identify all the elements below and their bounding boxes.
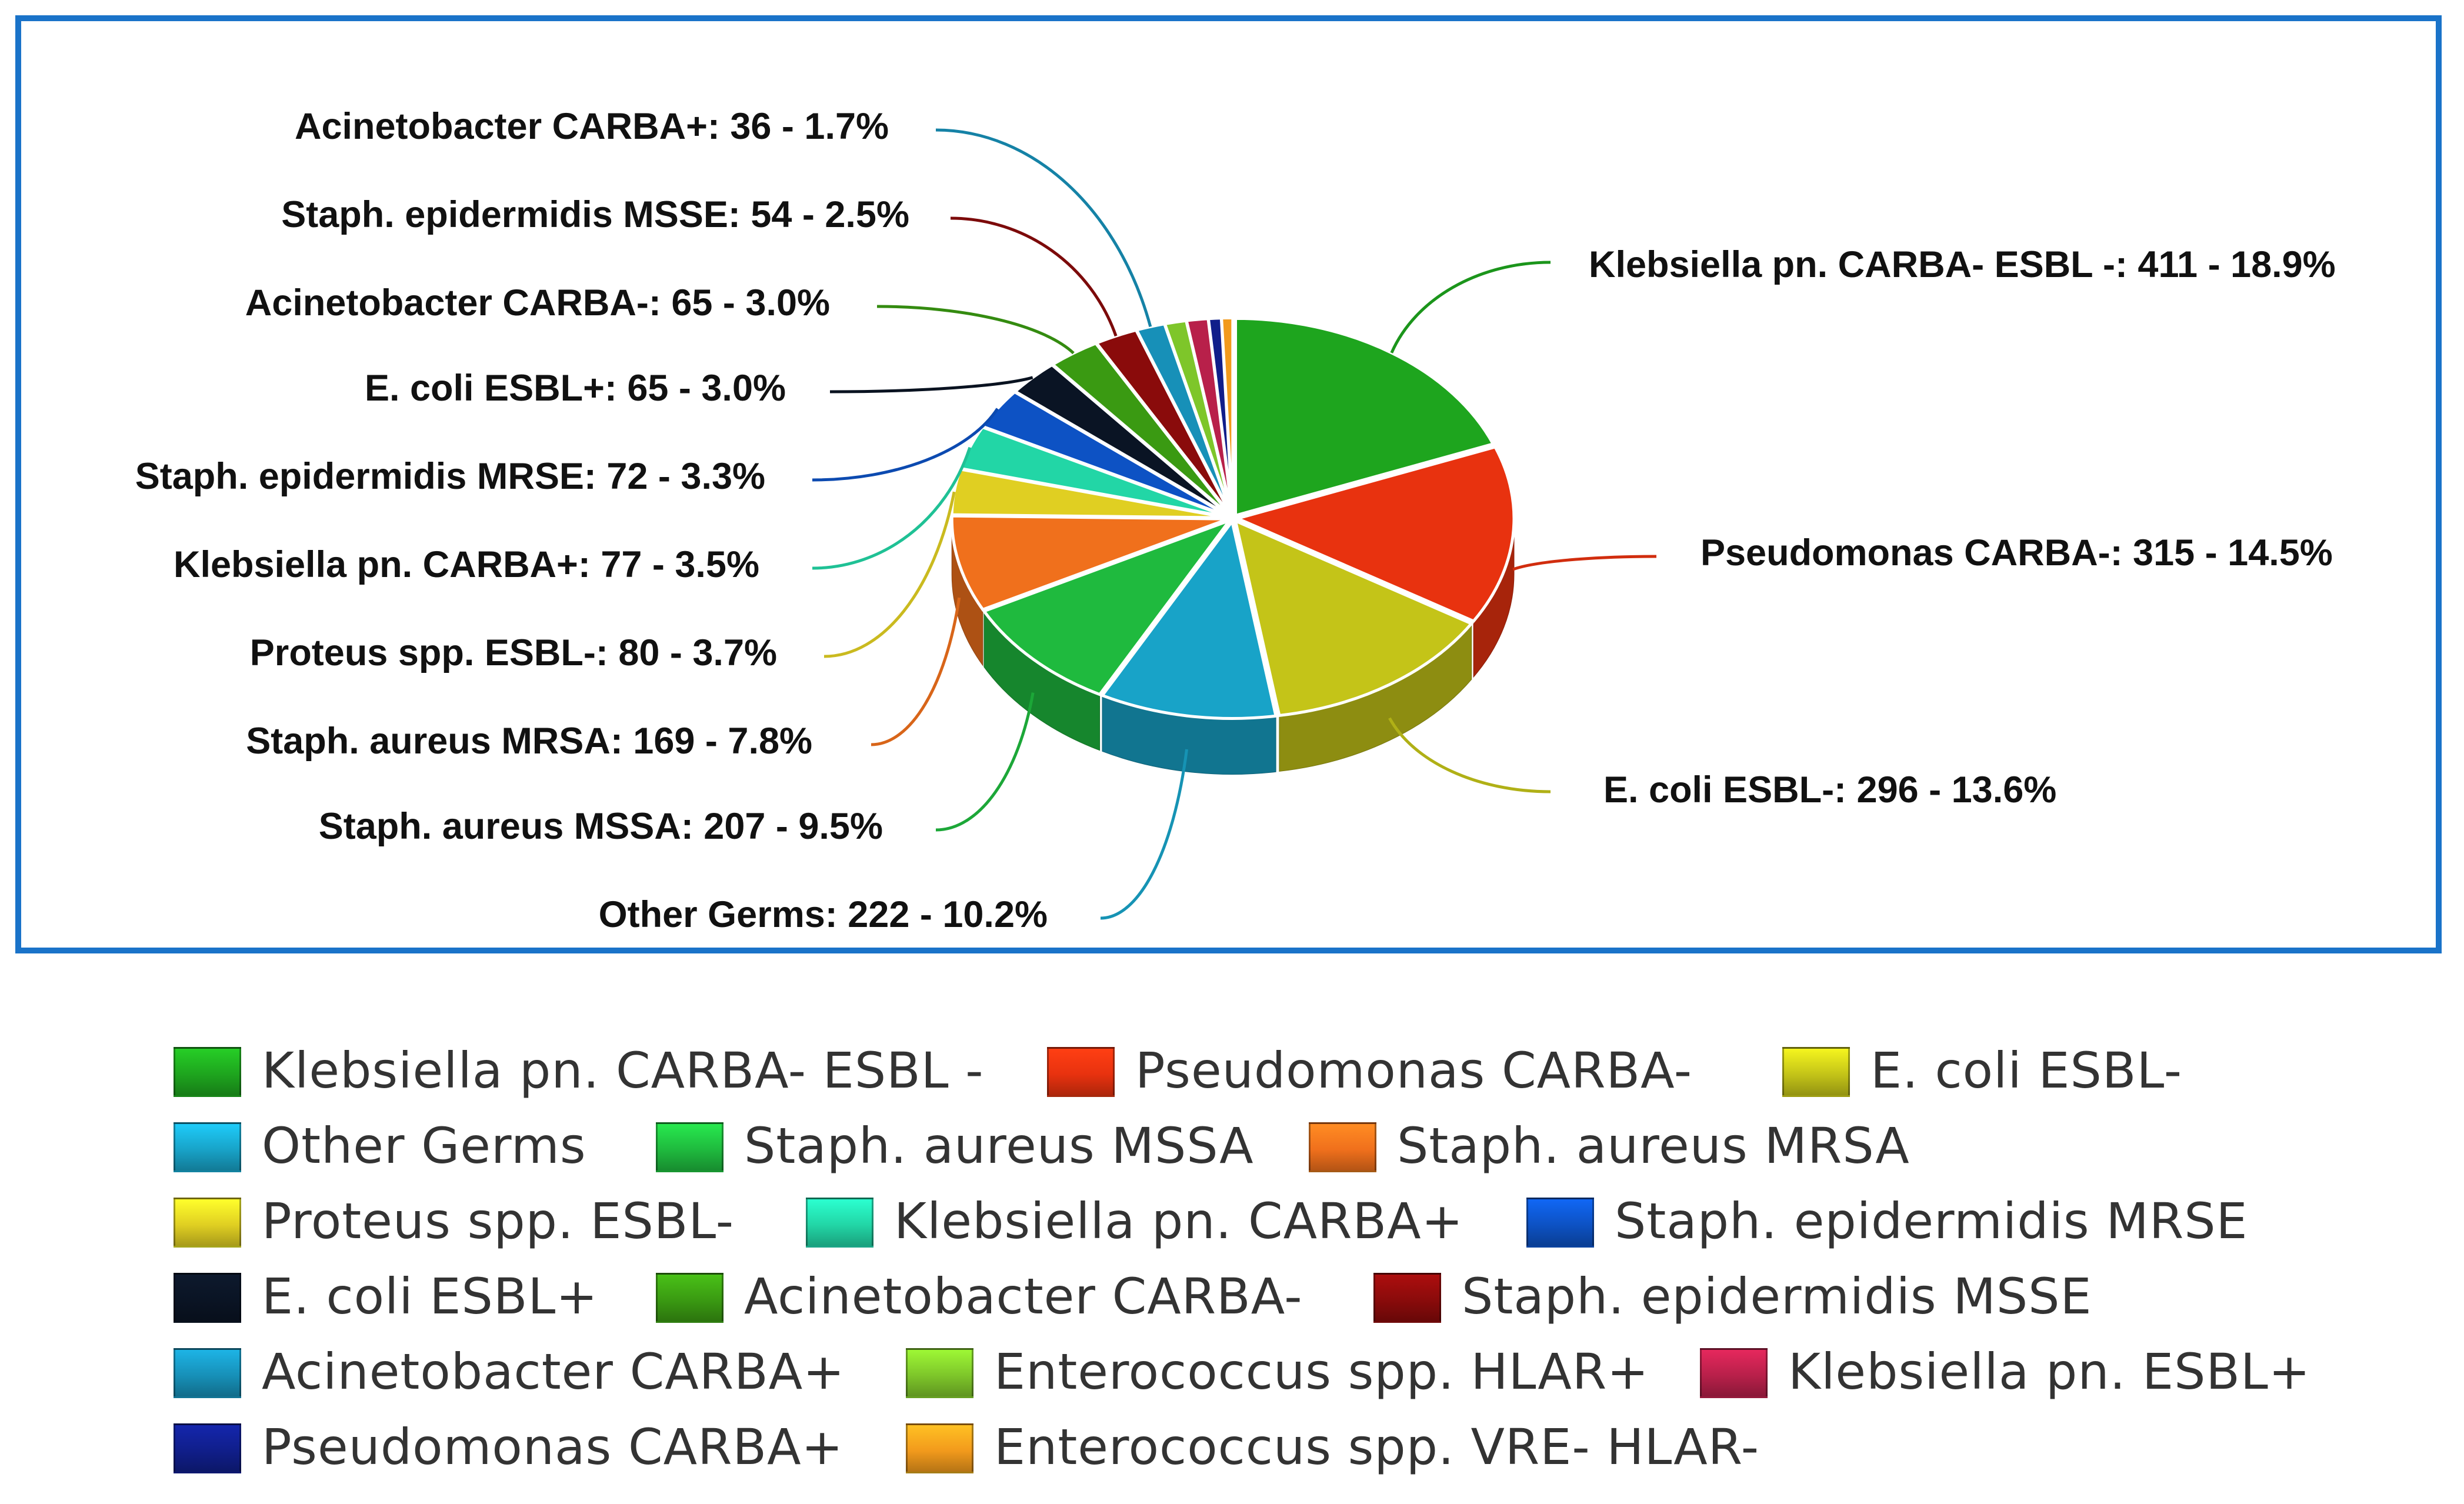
legend-label: Klebsiella pn. ESBL+ <box>1788 1343 2311 1400</box>
legend-label: Staph. epidermidis MRSE <box>1615 1192 2248 1250</box>
data-label-acinetobacter-carba: Acinetobacter CARBA-: 65 - 3.0% <box>245 282 830 324</box>
legend-label: Staph. aureus MRSA <box>1397 1117 1910 1175</box>
data-label-staph-epidermidis-mrse: Staph. epidermidis MRSE: 72 - 3.3% <box>135 456 765 497</box>
legend-swatch <box>656 1273 723 1323</box>
leader-line-acinetobacter-carba <box>935 128 1152 328</box>
leader-line-staph-aureus-mrsa <box>871 597 961 746</box>
data-label-acinetobacter-carba: Acinetobacter CARBA+: 36 - 1.7% <box>295 106 889 147</box>
leader-line-staph-aureus-mssa <box>935 692 1035 832</box>
legend-swatch <box>906 1423 973 1473</box>
leader-line-proteus-spp-esbl <box>823 491 956 658</box>
data-label-klebsiella-pn-carba: Klebsiella pn. CARBA+: 77 - 3.5% <box>174 544 759 585</box>
legend-swatch <box>174 1198 241 1248</box>
legend-label: E. coli ESBL- <box>1870 1042 2183 1099</box>
legend-swatch <box>174 1047 241 1097</box>
pie-top <box>950 316 1516 721</box>
legend-label: Acinetobacter CARBA+ <box>262 1343 845 1400</box>
data-label-klebsiella-pn-carba-esbl: Klebsiella pn. CARBA- ESBL -: 411 - 18.9… <box>1589 244 2336 285</box>
legend-swatch <box>656 1122 723 1172</box>
legend-label: Pseudomonas CARBA- <box>1135 1042 1693 1099</box>
legend-swatch <box>906 1348 973 1398</box>
data-label-other-germs: Other Germs: 222 - 10.2% <box>599 894 1048 935</box>
leader-line-e-coli-esbl <box>829 376 1033 393</box>
legend-swatch <box>1782 1047 1850 1097</box>
leader-line-klebsiella-pn-carba <box>812 446 972 570</box>
legend-swatch <box>1526 1198 1594 1248</box>
legend-swatch <box>1700 1348 1768 1398</box>
leader-line-staph-epidermidis-msse <box>950 216 1118 337</box>
data-label-proteus-spp-esbl: Proteus spp. ESBL-: 80 - 3.7% <box>250 632 777 673</box>
legend-label: Other Germs <box>262 1117 586 1175</box>
data-label-staph-aureus-mrsa: Staph. aureus MRSA: 169 - 7.8% <box>246 721 812 762</box>
pie-slice-staph-aureus-mrsa <box>950 514 1229 612</box>
pie-slice-pseudomonas-carba <box>1233 445 1516 623</box>
legend-swatch <box>1373 1273 1441 1323</box>
data-label-e-coli-esbl: E. coli ESBL+: 65 - 3.0% <box>365 368 786 409</box>
pie-slice-enterococcus-spp-vre-hlar <box>1219 316 1235 515</box>
legend-swatch <box>1309 1122 1376 1172</box>
legend-label: Staph. epidermidis MSSE <box>1462 1268 2092 1325</box>
legend-label: Klebsiella pn. CARBA- ESBL - <box>262 1042 984 1099</box>
legend-label: E. coli ESBL+ <box>262 1268 598 1325</box>
legend-swatch <box>806 1198 873 1248</box>
data-label-staph-aureus-mssa: Staph. aureus MSSA: 207 - 9.5% <box>319 806 883 847</box>
legend-label: Enterococcus spp. HLAR+ <box>994 1343 1649 1400</box>
data-label-e-coli-esbl: E. coli ESBL-: 296 - 13.6% <box>1603 769 2056 811</box>
leader-line-other-germs <box>1100 749 1189 920</box>
data-label-pseudomonas-carba: Pseudomonas CARBA-: 315 - 14.5% <box>1701 532 2333 573</box>
pie-chart: Klebsiella pn. CARBA- ESBL -: 411 - 18.9… <box>135 106 2336 935</box>
legend-label: Enterococcus spp. VRE- HLAR- <box>994 1418 1760 1476</box>
data-label-staph-epidermidis-msse: Staph. epidermidis MSSE: 54 - 2.5% <box>281 194 909 235</box>
legend-swatch <box>174 1423 241 1473</box>
data-labels: Klebsiella pn. CARBA- ESBL -: 411 - 18.9… <box>135 106 2336 935</box>
legend-swatch <box>174 1122 241 1172</box>
pie-sides <box>951 518 1515 775</box>
leader-line-e-coli-esbl <box>1388 717 1551 793</box>
legend-swatch <box>1047 1047 1115 1097</box>
legend-label: Pseudomonas CARBA+ <box>262 1418 843 1476</box>
leader-line-acinetobacter-carba <box>876 305 1075 355</box>
pie-slice-staph-aureus-mssa <box>982 517 1234 696</box>
legend-label: Staph. aureus MSSA <box>744 1117 1254 1175</box>
legend-label: Acinetobacter CARBA- <box>744 1268 1303 1325</box>
pie-slice-e-coli-esbl <box>1233 518 1474 718</box>
legend-label: Proteus spp. ESBL- <box>262 1192 735 1250</box>
legend-swatch <box>174 1273 241 1323</box>
leader-line-staph-epidermidis-mrse <box>812 408 999 482</box>
legend-label: Klebsiella pn. CARBA+ <box>894 1192 1463 1250</box>
pie-slice-other-germs <box>1099 518 1278 721</box>
leader-line-pseudomonas-carba <box>1512 555 1657 571</box>
legend-swatch <box>174 1348 241 1398</box>
leader-line-klebsiella-pn-carba-esbl <box>1390 261 1551 354</box>
leader-lines <box>812 128 1657 920</box>
chart-frame: Klebsiella pn. CARBA- ESBL -: 411 - 18.9… <box>15 15 2442 953</box>
